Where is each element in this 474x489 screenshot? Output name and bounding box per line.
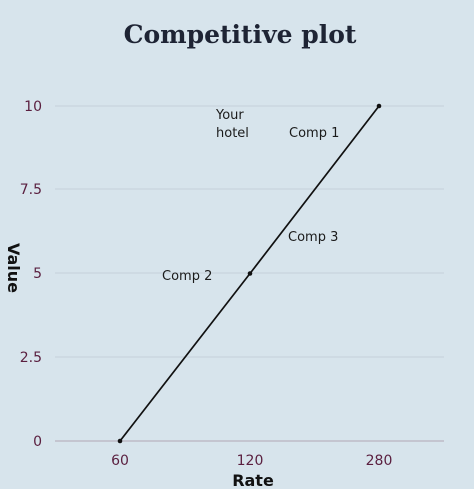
annotation-label: Your hotel (215, 108, 249, 141)
y-tick-label: 2.5 (20, 350, 42, 366)
annotation-label: Comp 3 (288, 230, 338, 245)
x-tick-label: 280 (366, 453, 393, 469)
y-tick-label: 10 (24, 99, 42, 115)
annotation-label: Comp 2 (162, 269, 212, 284)
chart-title: Competitive plot (124, 20, 357, 49)
annotation-line: hotel (216, 126, 249, 141)
y-tick-labels: 0 2.5 5 7.5 10 (20, 99, 42, 450)
x-axis-title: Rate (232, 471, 274, 489)
annotation-line: Comp 2 (162, 269, 212, 284)
y-axis-title: Value (4, 243, 23, 293)
y-tick-label: 5 (33, 266, 42, 282)
annotation-line: Comp 1 (289, 126, 339, 141)
data-point (117, 438, 123, 444)
annotation-line: Your (215, 108, 244, 123)
x-tick-label: 120 (237, 453, 264, 469)
annotation-line: Comp 3 (288, 230, 338, 245)
data-point (376, 103, 382, 109)
x-tick-label: 60 (111, 453, 129, 469)
annotation-label: Comp 1 (289, 126, 339, 141)
series-layer (117, 103, 382, 444)
data-point (247, 271, 253, 276)
x-tick-labels: 60 120 280 (111, 453, 392, 469)
annotations: Your hotel Comp 1 Comp 3 Comp 2 (162, 108, 339, 284)
y-tick-label: 7.5 (20, 182, 42, 198)
y-tick-label: 0 (33, 434, 42, 450)
